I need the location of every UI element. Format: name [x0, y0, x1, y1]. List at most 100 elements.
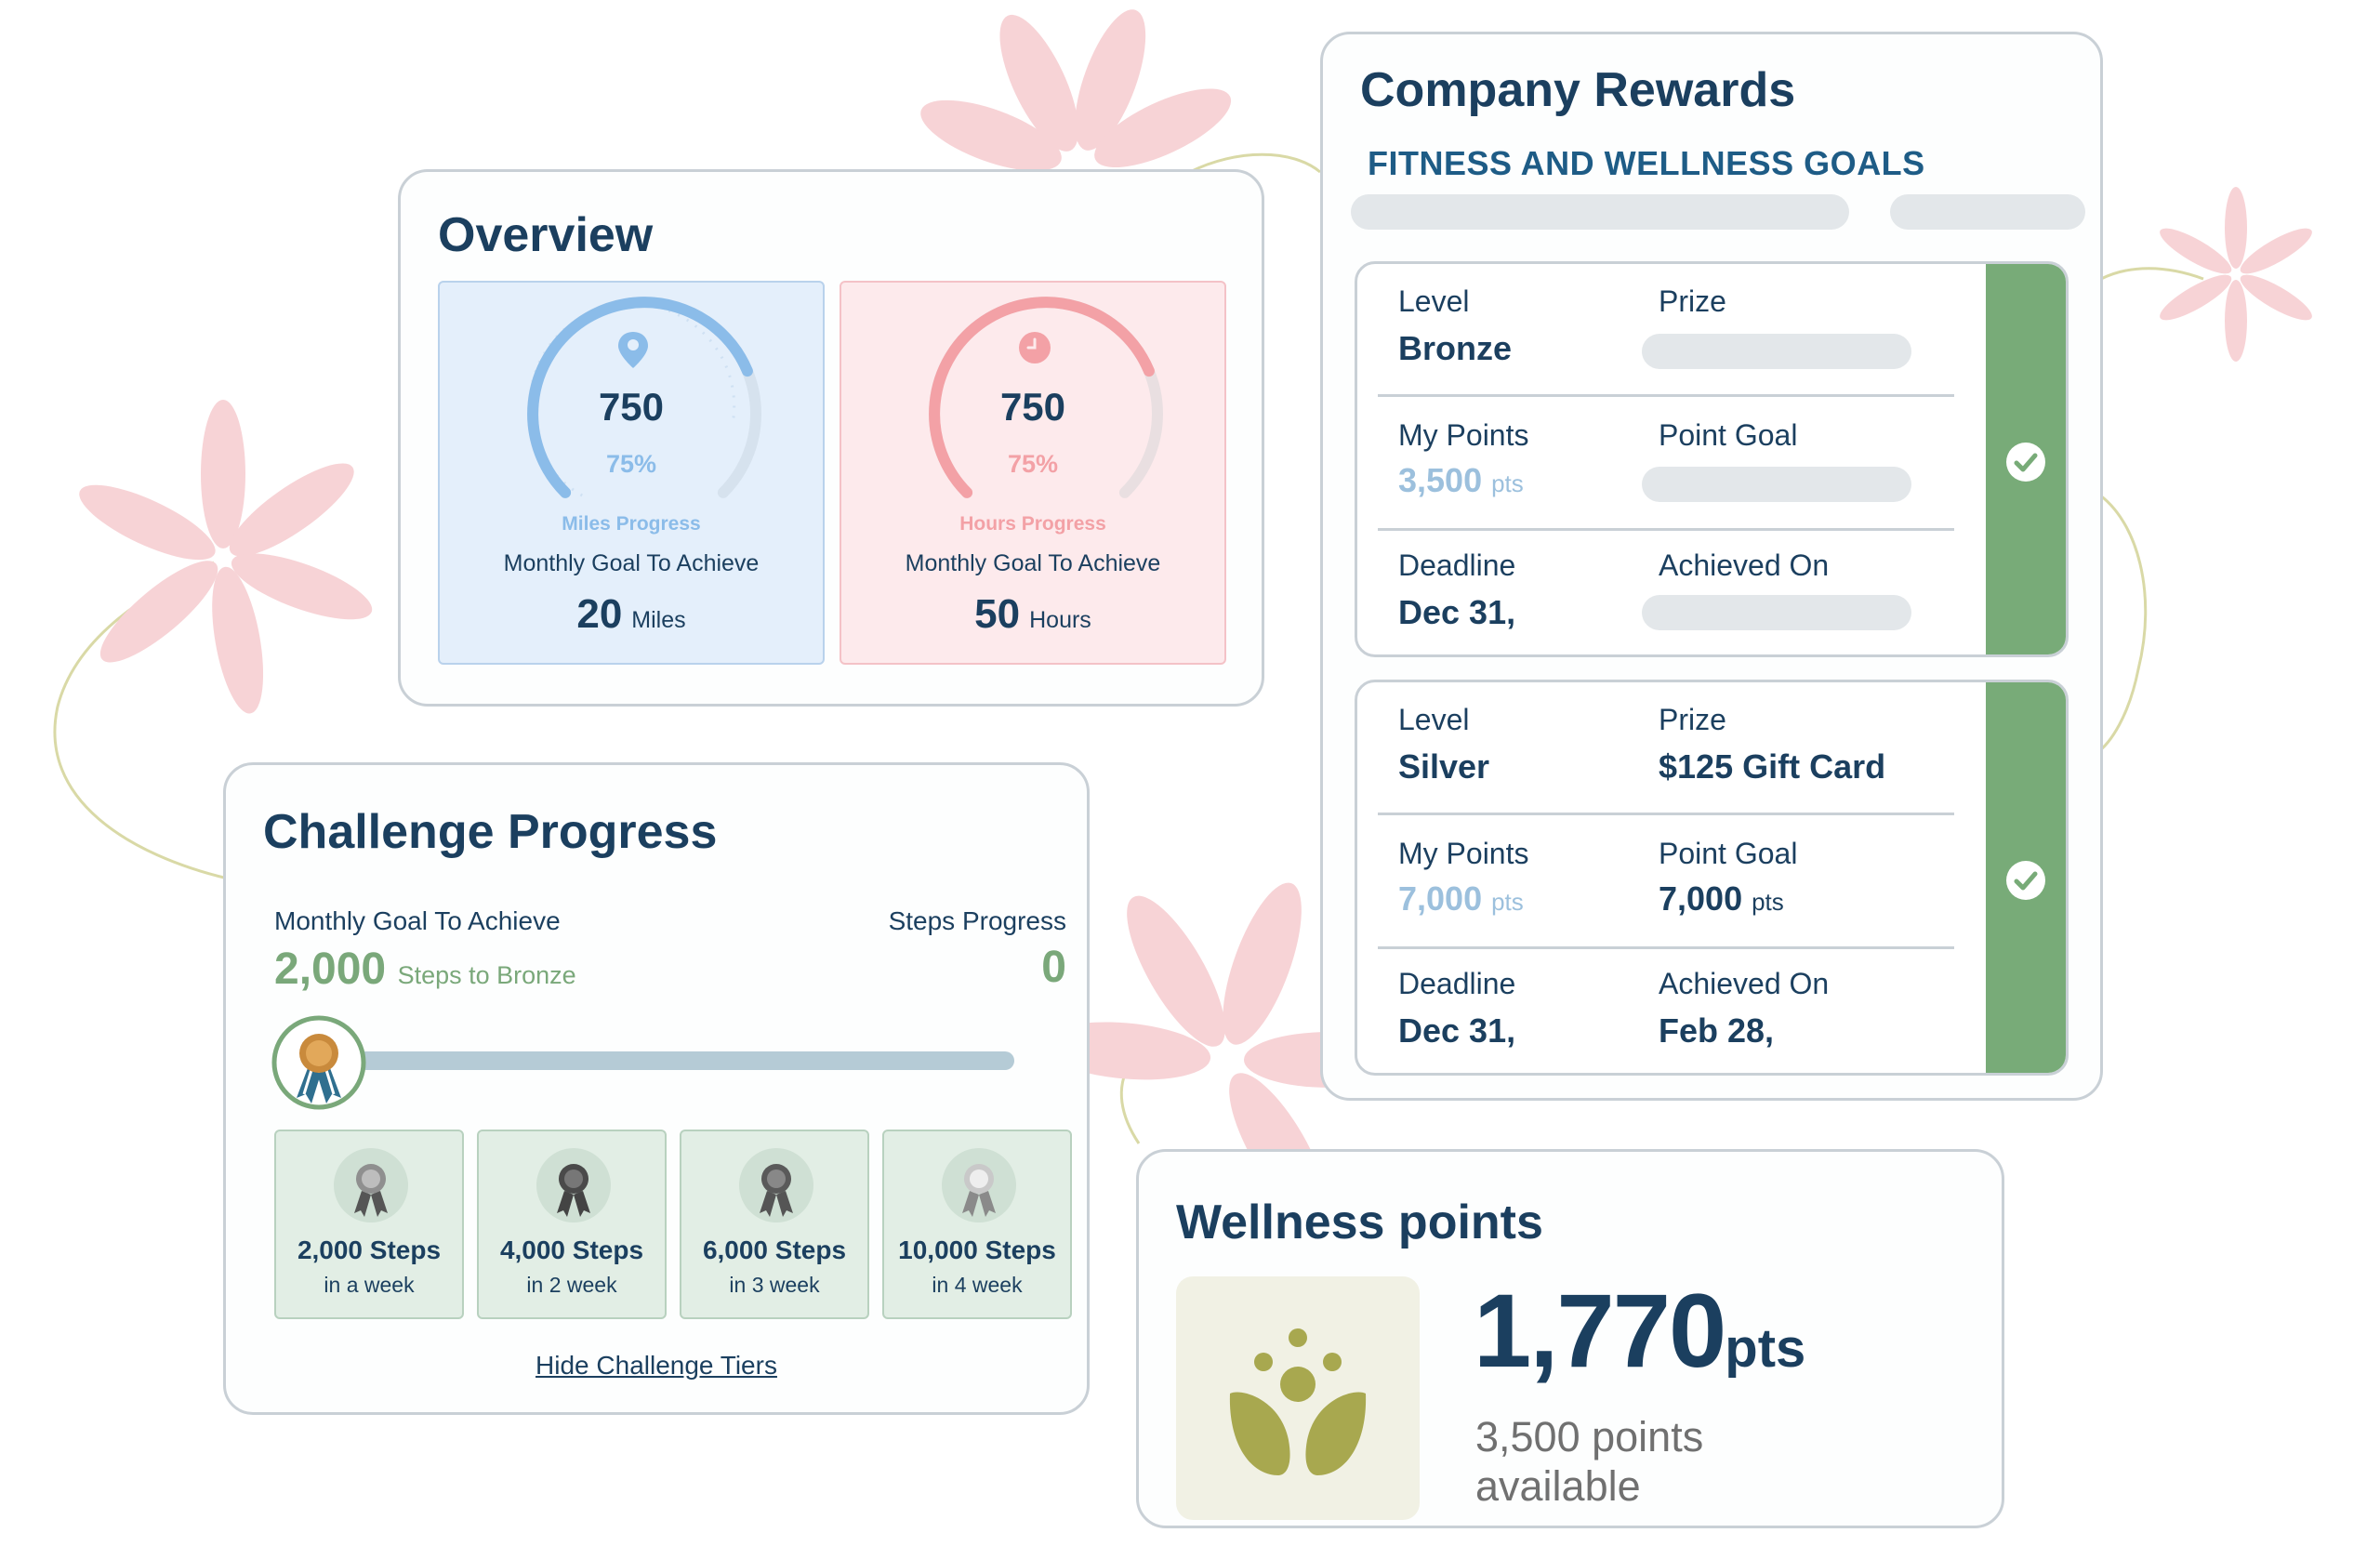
deadline-label: Deadline: [1398, 548, 1516, 582]
miles-goal-value: 20: [576, 591, 623, 637]
point-goal-label: Point Goal: [1659, 418, 1798, 452]
my-points-label: My Points: [1398, 418, 1529, 452]
deadline-value: Dec 31,: [1398, 1011, 1516, 1050]
level-value: Bronze: [1398, 329, 1513, 367]
check-icon: [2006, 443, 2045, 482]
dark-medal-icon: [536, 1148, 611, 1222]
divider: [1378, 813, 1954, 815]
challenge-tier: 2,000 Steps in a week: [274, 1130, 464, 1319]
wellness-points-total: 1,770pts: [1474, 1271, 1805, 1391]
divider: [1378, 394, 1954, 397]
hours-gauge-fill: [929, 297, 1155, 498]
challenge-goal-suffix: Steps to Bronze: [397, 961, 576, 989]
challenge-tier: 6,000 Steps in 3 week: [680, 1130, 869, 1319]
hours-progress-panel: 750 75% Hours Progress Monthly Goal To A…: [840, 281, 1226, 665]
silver-medal-icon: [334, 1148, 408, 1222]
tier-steps: 2,000 Steps: [297, 1235, 442, 1264]
rewards-title: Company Rewards: [1360, 63, 1796, 117]
tier-period: in 3 week: [729, 1273, 820, 1297]
challenge-goal: 2,000 Steps to Bronze: [274, 944, 576, 995]
my-points-unit: pts: [1491, 469, 1524, 497]
wellness-points-value: 1,770: [1474, 1273, 1726, 1389]
point-goal-unit: pts: [1752, 888, 1784, 916]
prize-label: Prize: [1659, 284, 1726, 318]
challenge-goal-value: 2,000: [274, 945, 387, 994]
deadline-value: Dec 31,: [1398, 593, 1516, 631]
tier-period: in 4 week: [932, 1273, 1023, 1297]
miles-goal-unit: Miles: [631, 607, 686, 633]
my-points-value: 3,500 pts: [1398, 461, 1524, 500]
rewards-subtitle: FITNESS AND WELLNESS GOALS: [1368, 144, 1925, 182]
hours-progress-label: Hours Progress: [959, 513, 1106, 535]
deadline-label: Deadline: [1398, 967, 1516, 1000]
divider: [1378, 946, 1954, 949]
overview-card: Overview 750 75% Miles Progress Monthly …: [398, 169, 1264, 707]
level-label: Level: [1398, 284, 1470, 318]
prize-value: $125 Gift Card: [1659, 747, 1886, 786]
challenge-goal-label: Monthly Goal To Achieve: [274, 906, 561, 935]
miles-progress-panel: 750 75% Miles Progress Monthly Goal To A…: [438, 281, 825, 665]
hours-goal-unit: Hours: [1029, 607, 1091, 633]
wellness-title: Wellness points: [1176, 1196, 1543, 1249]
hours-goal-value: 50: [974, 591, 1021, 637]
reward-tier-bronze: Level Bronze Prize My Points 3,500 pts Po…: [1355, 261, 2069, 657]
wellness-points-unit: pts: [1725, 1318, 1806, 1379]
divider: [1378, 528, 1954, 531]
placeholder-bar: [1890, 194, 2085, 230]
hours-goal: 50 Hours: [841, 591, 1224, 638]
prize-placeholder: [1642, 334, 1911, 369]
achieved-on-label: Achieved On: [1659, 548, 1830, 582]
prize-label: Prize: [1659, 703, 1726, 736]
challenge-title: Challenge Progress: [263, 805, 718, 859]
point-goal-placeholder: [1642, 467, 1911, 502]
wellness-icon-tile: [1176, 1276, 1420, 1520]
point-goal-value: 7,000 pts: [1659, 879, 1784, 918]
steps-progress-bar: [319, 1051, 1014, 1070]
miles-gauge-fill: [527, 297, 753, 498]
tier-steps: 6,000 Steps: [702, 1235, 847, 1264]
my-points-unit: pts: [1491, 888, 1524, 916]
clock-icon: [1019, 332, 1051, 363]
my-points-number: 3,500: [1398, 461, 1483, 499]
challenge-tier: 10,000 Steps in 4 week: [882, 1130, 1072, 1319]
miles-goal-label: Monthly Goal To Achieve: [503, 550, 760, 576]
hours-gauge: [929, 297, 1163, 498]
miles-goal: 20 Miles: [440, 591, 823, 638]
hours-percent: 75%: [1007, 450, 1059, 478]
wellness-points-available: 3,500 points available: [1475, 1413, 1704, 1510]
steps-progress-label: Steps Progress: [888, 906, 1066, 935]
challenge-progress-card: Challenge Progress Monthly Goal To Achie…: [223, 762, 1090, 1415]
achieved-on-label: Achieved On: [1659, 967, 1830, 1000]
wellness-plant-icon: [1229, 1328, 1367, 1475]
point-goal-label: Point Goal: [1659, 837, 1798, 870]
hours-goal-label: Monthly Goal To Achieve: [905, 550, 1161, 576]
tier-period: in 2 week: [526, 1273, 617, 1297]
my-points-number: 7,000: [1398, 879, 1483, 918]
achieved-on-placeholder: [1642, 595, 1911, 630]
challenge-tier: 4,000 Steps in 2 week: [477, 1130, 667, 1319]
miles-progress-label: Miles Progress: [562, 513, 701, 535]
tier-period: in a week: [324, 1273, 415, 1297]
hours-value: 750: [999, 385, 1066, 429]
my-points-value: 7,000 pts: [1398, 879, 1524, 918]
miles-gauge: [527, 297, 761, 498]
dark-medal-icon: [739, 1148, 813, 1222]
steps-progress-value: 0: [1041, 943, 1066, 992]
achieved-on-value: Feb 28,: [1659, 1011, 1775, 1050]
tier-steps: 10,000 Steps: [898, 1235, 1056, 1264]
point-goal-number: 7,000: [1659, 879, 1743, 918]
tier-steps: 4,000 Steps: [499, 1235, 644, 1264]
level-value: Silver: [1398, 747, 1490, 786]
bronze-medal-icon: [271, 1015, 366, 1110]
wellness-points-card: Wellness points 1,770pts 3,500 points av…: [1136, 1149, 2004, 1528]
reward-tier-silver: Level Silver Prize $125 Gift Card My Poi…: [1355, 680, 2069, 1076]
platinum-medal-icon: [942, 1148, 1016, 1222]
location-pin-icon: [618, 332, 648, 368]
miles-value: 750: [598, 385, 665, 429]
company-rewards-card: Company Rewards FITNESS AND WELLNESS GOA…: [1320, 32, 2103, 1101]
my-points-label: My Points: [1398, 837, 1529, 870]
hide-challenge-tiers-link[interactable]: Hide Challenge Tiers: [536, 1351, 777, 1380]
placeholder-bar: [1351, 194, 1849, 230]
overview-title: Overview: [438, 208, 654, 262]
